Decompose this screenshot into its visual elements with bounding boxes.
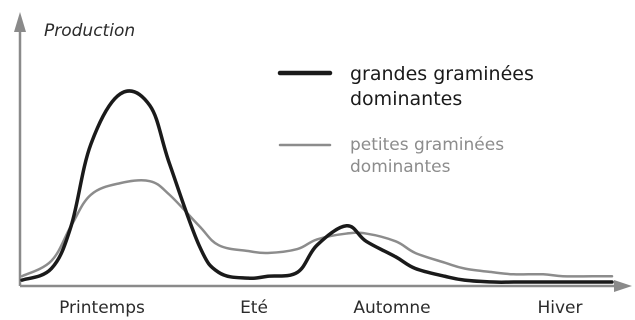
x-axis-arrow-icon — [614, 280, 632, 292]
y-axis-label: Production — [44, 21, 135, 41]
legend-label-grandes-line2: dominantes — [350, 88, 462, 110]
legend-label-petites-line2: dominantes — [350, 157, 451, 177]
series-line-petites-graminees — [20, 178, 614, 278]
x-tick-label-automne: Automne — [353, 298, 430, 318]
legend-label-petites-line1: petites graminées — [350, 135, 504, 155]
legend-label-grandes-line1: grandes graminées — [350, 63, 534, 85]
y-axis-arrow-icon — [14, 12, 26, 32]
x-tick-label-ete: Eté — [240, 298, 268, 318]
series-line-grandes-graminees — [20, 89, 614, 284]
legend: grandes graminées dominantes petites gra… — [277, 63, 534, 177]
x-tick-label-hiver: Hiver — [537, 298, 582, 318]
x-tick-label-printemps: Printemps — [59, 298, 145, 318]
series-group — [20, 89, 614, 284]
x-tick-labels: Printemps Eté Automne Hiver — [59, 298, 582, 318]
